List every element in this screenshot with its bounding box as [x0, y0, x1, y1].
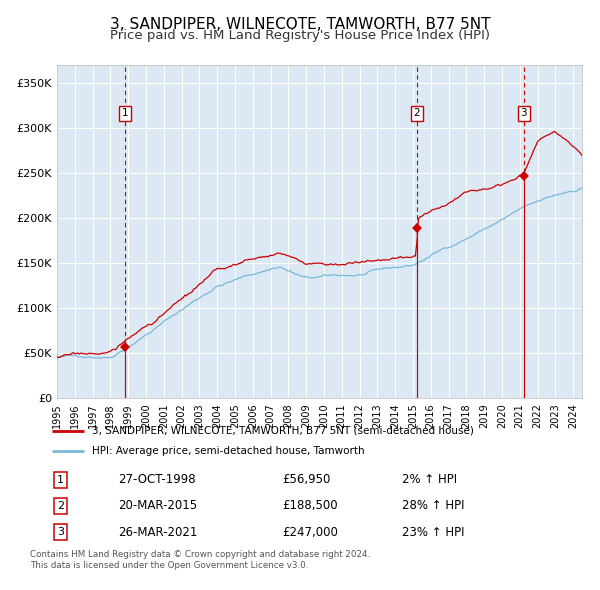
Text: This data is licensed under the Open Government Licence v3.0.: This data is licensed under the Open Gov…: [30, 560, 308, 569]
Text: 26-MAR-2021: 26-MAR-2021: [118, 526, 197, 539]
Text: 3: 3: [520, 108, 527, 118]
Text: £188,500: £188,500: [282, 499, 338, 513]
Text: 28% ↑ HPI: 28% ↑ HPI: [402, 499, 464, 513]
Text: 2: 2: [413, 108, 420, 118]
Text: 20-MAR-2015: 20-MAR-2015: [118, 499, 197, 513]
Text: 1: 1: [57, 474, 64, 484]
Text: 2% ↑ HPI: 2% ↑ HPI: [402, 473, 457, 486]
Text: £247,000: £247,000: [282, 526, 338, 539]
Text: 3, SANDPIPER, WILNECOTE, TAMWORTH, B77 5NT (semi-detached house): 3, SANDPIPER, WILNECOTE, TAMWORTH, B77 5…: [92, 426, 473, 436]
Text: 1: 1: [122, 108, 128, 118]
Text: HPI: Average price, semi-detached house, Tamworth: HPI: Average price, semi-detached house,…: [92, 446, 364, 456]
Text: 23% ↑ HPI: 23% ↑ HPI: [402, 526, 464, 539]
Text: 2: 2: [57, 501, 64, 511]
Text: Contains HM Land Registry data © Crown copyright and database right 2024.: Contains HM Land Registry data © Crown c…: [30, 550, 370, 559]
Text: Price paid vs. HM Land Registry's House Price Index (HPI): Price paid vs. HM Land Registry's House …: [110, 30, 490, 42]
Text: 3: 3: [57, 527, 64, 537]
Text: 3, SANDPIPER, WILNECOTE, TAMWORTH, B77 5NT: 3, SANDPIPER, WILNECOTE, TAMWORTH, B77 5…: [110, 17, 490, 31]
Text: 27-OCT-1998: 27-OCT-1998: [118, 473, 196, 486]
Text: £56,950: £56,950: [282, 473, 331, 486]
